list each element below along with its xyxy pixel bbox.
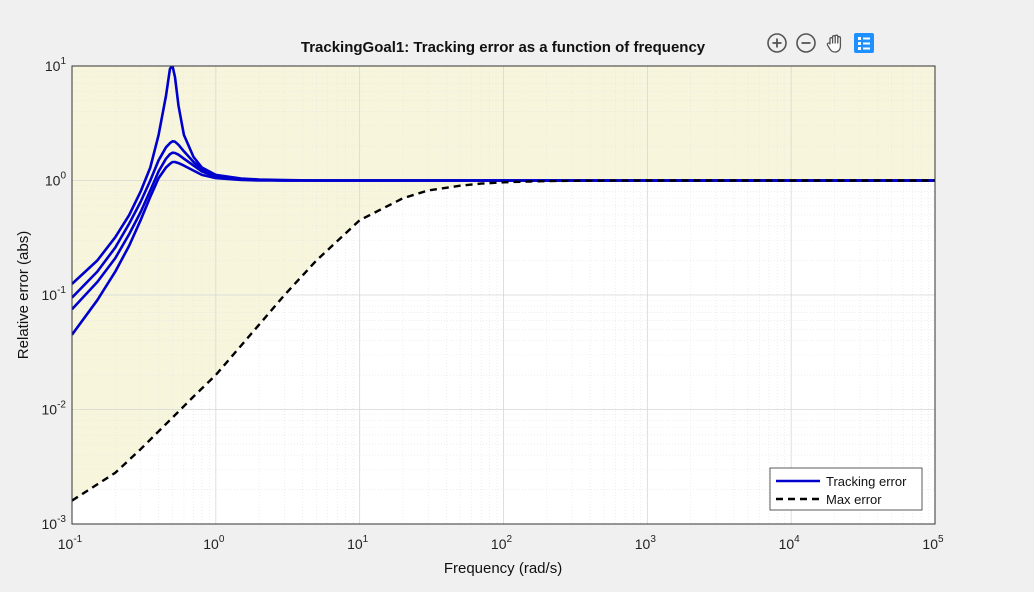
y-tick-label: 101: [45, 56, 67, 74]
pan-button[interactable]: [824, 32, 846, 54]
x-tick-label: 105: [922, 534, 944, 552]
x-axis-label: Frequency (rad/s): [444, 560, 562, 577]
x-tick-label: 104: [779, 534, 801, 552]
x-tick-label: 103: [635, 534, 657, 552]
y-tick-label: 10-3: [42, 514, 67, 532]
hand-pan-icon: [826, 34, 842, 53]
axes-box: [71, 65, 936, 525]
plot-area: 10-1 100 101 102 103 104 105 10-3 10-2 10-1 100 101…: [42, 56, 944, 552]
y-tick-label: 10-2: [42, 400, 67, 418]
shaded-region: [72, 66, 935, 501]
max-error-line: [72, 179, 935, 502]
legend-label: Max error: [826, 492, 882, 507]
tracking-error-line-4: [72, 160, 935, 336]
zoom-out-icon: [796, 33, 816, 53]
x-tick-label: 101: [347, 534, 369, 552]
legend-box: [769, 467, 923, 511]
x-tick-label: 100: [203, 534, 225, 552]
zoom-out-button[interactable]: [795, 32, 817, 54]
data-tips-icon: [854, 33, 874, 53]
y-tick-label: 100: [45, 171, 67, 189]
legend-label: Tracking error: [826, 474, 907, 489]
y-tick-label: 10-1: [42, 285, 67, 303]
y-axis-label: Relative error (abs): [15, 231, 32, 359]
zoom-in-button[interactable]: [766, 32, 788, 54]
data-tips-button[interactable]: [853, 32, 875, 54]
chart-title: TrackingGoal1: Tracking error as a funct…: [301, 39, 706, 56]
zoom-in-icon: [767, 33, 787, 53]
x-tick-label: 102: [491, 534, 513, 552]
x-tick-label: 10-1: [58, 534, 83, 552]
